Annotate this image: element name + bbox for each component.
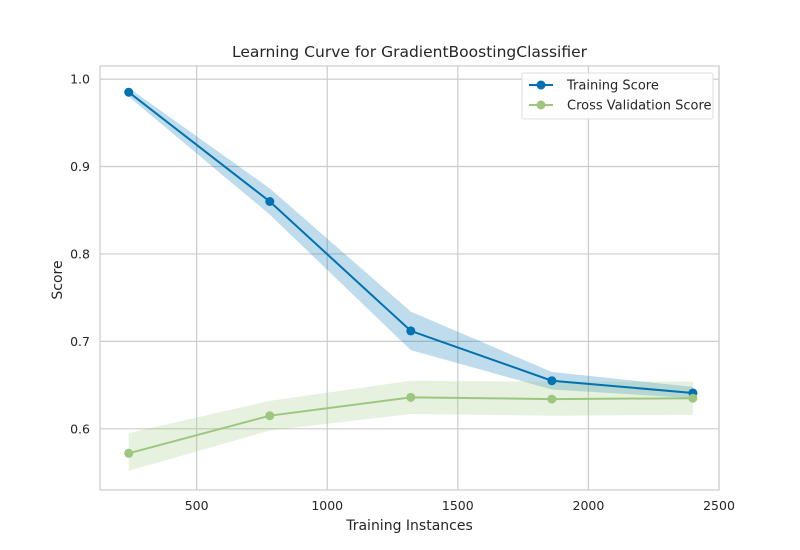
point-training (406, 326, 416, 336)
point-cv (265, 411, 275, 421)
y-tick-label: 0.6 (70, 421, 90, 436)
x-tick-label: 2000 (573, 498, 605, 513)
chart-title: Learning Curve for GradientBoostingClass… (232, 43, 588, 61)
y-axis-label: Score (50, 260, 66, 299)
y-axis-ticks: 0.6 0.7 0.8 0.9 1.0 (70, 72, 90, 437)
legend: Training Score Cross Validation Score (521, 72, 714, 120)
x-tick-label: 2500 (703, 498, 735, 513)
y-tick-label: 1.0 (70, 72, 90, 87)
point-training (265, 197, 275, 207)
x-axis-ticks: 500 1000 1500 2000 2500 (185, 498, 735, 513)
x-tick-label: 500 (185, 498, 209, 513)
point-cv (547, 394, 557, 404)
x-tick-label: 1500 (442, 498, 474, 513)
point-training (547, 376, 557, 386)
band-training (128, 87, 693, 399)
plot-background (100, 66, 719, 490)
y-tick-label: 0.8 (70, 246, 90, 261)
x-tick-label: 1000 (311, 498, 343, 513)
point-cv (688, 393, 698, 403)
plot-frame (99, 65, 720, 491)
point-cv (406, 392, 416, 402)
x-axis-label: Training Instances (345, 518, 473, 534)
legend-marker-cv (536, 100, 546, 110)
series-markers (124, 87, 698, 458)
y-tick-label: 0.7 (70, 334, 90, 349)
point-cv (124, 448, 134, 458)
legend-box (521, 72, 714, 120)
legend-label-cv: Cross Validation Score (567, 99, 712, 114)
legend-marker-training (536, 80, 546, 90)
point-training (124, 87, 134, 97)
y-tick-label: 0.9 (70, 159, 90, 174)
legend-label-training: Training Score (566, 79, 659, 94)
